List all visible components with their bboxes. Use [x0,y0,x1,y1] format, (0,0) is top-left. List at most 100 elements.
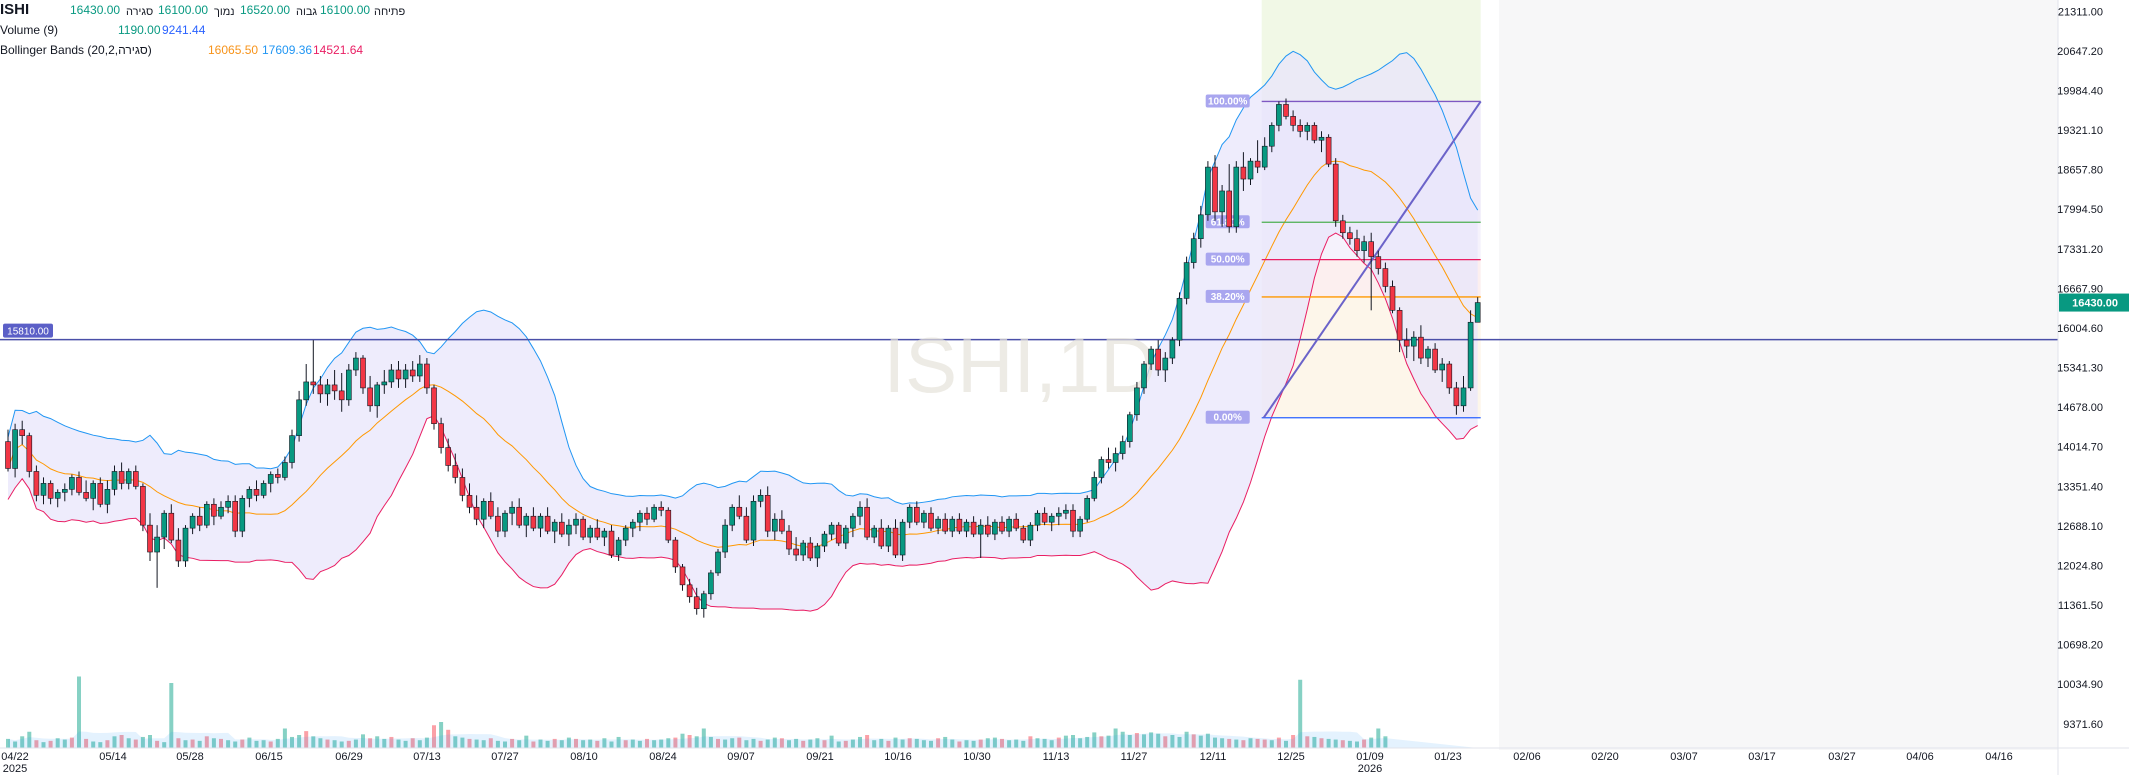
volume-bar [311,736,316,748]
volume-bar [865,735,870,748]
candle-body [1261,145,1268,168]
volume-bar [538,739,543,748]
volume-bar [850,739,855,748]
volume-bar [1056,737,1061,748]
candle-body [963,521,970,532]
volume-bar [659,739,664,748]
candle-body [1070,509,1076,532]
candle-body [296,399,302,436]
candle-body [651,506,657,520]
candle-body [665,509,672,541]
candle-body [566,524,572,535]
fib-trend-line[interactable] [1262,100,1482,419]
price-axis-tick: 17994.50 [2057,204,2103,216]
volume-bar [169,683,174,748]
candle-body [779,518,785,532]
volume-bar [872,740,877,748]
volume-bar [630,739,635,748]
volume-bar [261,740,266,748]
volume-ma-value: 9241.44 [162,23,206,37]
price-axis-tick: 19984.40 [2057,85,2103,97]
volume-bar [1220,738,1225,748]
volume-bar [510,738,515,748]
volume-bar [1035,738,1040,748]
volume-bar [616,736,621,748]
volume-bar [1298,679,1303,748]
candle-body [1340,220,1346,234]
time-axis-tick: 05/14 [99,751,127,763]
candle-body [1347,232,1353,240]
candle-body [516,506,523,526]
volume-bar [1312,736,1317,748]
bb-basis-line [7,160,1478,548]
volume-bar [403,740,408,748]
time-axis-tick: 03/17 [1748,751,1776,763]
high-label: גבוה [296,6,318,18]
volume-bar [1000,738,1004,748]
volume-bar [1333,739,1338,748]
candle-body [33,471,40,496]
candle-body [473,506,480,520]
future-area-shading [1499,0,2058,750]
candle-body [509,506,515,514]
candle-body [1212,166,1218,213]
candle-body [757,495,764,502]
volume-bar [1177,736,1182,748]
volume-bar [1014,739,1019,748]
candle-body [1148,348,1154,365]
volume-bar [353,739,358,748]
volume-bar [552,738,557,748]
candle-body [211,503,217,517]
candle-body [658,506,665,511]
time-axis-year: 2025 [3,763,27,775]
volume-bar [787,740,791,748]
candle-body [672,539,679,568]
price-axis-tick: 14678.00 [2057,402,2103,414]
candle-body [530,515,537,529]
candle-body [537,515,544,529]
price-axis-tick: 10034.90 [2057,679,2103,691]
volume-bar [226,740,231,748]
time-axis-tick: 07/13 [413,751,441,763]
volume-bar [503,741,507,748]
candle-body [1311,125,1318,141]
candle-body [573,518,579,526]
candle-body [1425,348,1431,359]
symbol-label[interactable]: ISHI [0,1,30,18]
volume-bar [914,738,919,748]
candle-body [1389,286,1396,311]
volume-bar [297,735,302,748]
candle-body [1127,414,1133,442]
candle-body [416,363,423,377]
volume-bar [282,728,287,748]
candle-body [409,369,416,377]
volume-bar [318,738,323,748]
volume-bar [1227,738,1232,748]
candle-body [842,527,849,544]
volume-bar [1255,738,1260,748]
candle-body [445,447,452,466]
candle-body [1219,190,1225,213]
volume-title[interactable]: Volume (9) [0,23,59,37]
volume-bar [936,738,941,748]
candle-body [551,521,558,532]
volume-bar [1163,736,1168,748]
open-label: פתיחה [374,6,406,18]
candle-body [175,539,182,562]
candle-body [395,369,402,380]
candle-body [1084,498,1090,520]
candle-body [1332,163,1339,222]
bb-title[interactable]: Bollinger Bands (20,2,סגירה) [0,43,152,57]
low-label: נמוך [214,6,235,18]
candle-body [1304,125,1311,132]
volume-bar [737,737,742,748]
candle-body [1453,387,1460,407]
candle-body [125,471,132,484]
volume-bar [467,738,472,748]
volume-bar [893,737,898,748]
volume-bar [701,728,706,748]
candle-body [104,489,111,505]
bb-basis-value: 16065.50 [208,43,259,57]
